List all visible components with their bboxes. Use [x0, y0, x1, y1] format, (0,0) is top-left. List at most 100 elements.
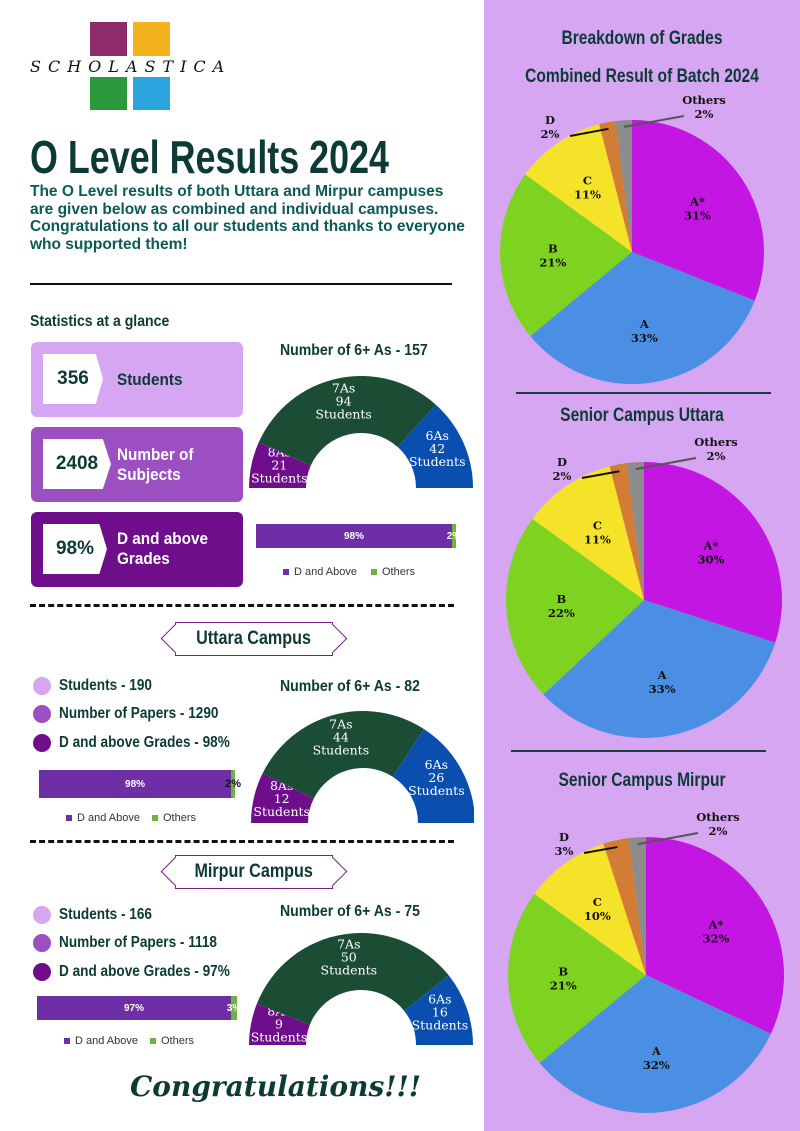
pie-value: 2% — [707, 449, 726, 463]
semi-label: 26 — [428, 770, 444, 785]
combined-6as-title: Number of 6+ As - 157 — [280, 342, 428, 359]
stat-label: Number of Subjects — [117, 445, 194, 484]
semi-label: 42 — [429, 441, 445, 456]
semi-segment-7as — [258, 375, 436, 466]
semi-label: 6As — [425, 757, 448, 772]
uttara-6as-title: Number of 6+ As - 82 — [280, 678, 420, 695]
bar-other-segment: 2% — [225, 770, 241, 798]
pie-label: A — [657, 668, 668, 682]
uttara-bullet-grades: D and above Grades - 98% — [33, 734, 260, 752]
pie-label: D — [559, 830, 569, 844]
stat-value: 98% — [43, 524, 107, 574]
dashed-divider — [30, 840, 454, 843]
mirpur-bullet-papers: Number of Papers - 1118 — [33, 934, 245, 952]
pie-slice-d — [599, 121, 632, 252]
semi-label: 16 — [432, 1005, 448, 1020]
legend-pass-swatch — [283, 569, 289, 575]
pie-label: B — [556, 592, 566, 606]
bar-other-segment: 3% — [227, 996, 241, 1020]
pie-value: 2% — [553, 469, 572, 483]
pie-value: 30% — [698, 552, 725, 566]
pie-slice-b — [500, 174, 632, 337]
pie-value: 33% — [649, 682, 676, 696]
pie-title-mirpur: Senior Campus Mirpur — [558, 770, 726, 791]
pie-label: A — [639, 317, 650, 331]
stat-label: D and above Grades — [117, 529, 208, 568]
semi-label: Students — [315, 406, 372, 421]
stat-label: Students — [117, 370, 183, 389]
semi-segment-8as — [249, 442, 311, 488]
stat-card-subjects: 2408 Number of Subjects — [31, 427, 243, 502]
semi-label: 94 — [336, 393, 352, 408]
pie-slice-astar — [644, 462, 782, 643]
semi-label: 50 — [341, 949, 357, 964]
pie-slice-a — [539, 975, 771, 1113]
mirpur-banner: Mirpur Campus — [175, 855, 333, 889]
combined-bar-legend: D and Above Others — [283, 566, 415, 578]
intro-text: The O Level results of both Uttara and M… — [30, 183, 465, 253]
mirpur-bullet-students: Students - 166 — [33, 906, 168, 924]
pie-value: 33% — [631, 331, 658, 345]
bar-pass-segment: 97% — [37, 996, 231, 1020]
pie-slice-b — [508, 893, 646, 1063]
breakdown-heading: Breakdown of Grades — [561, 28, 723, 49]
pie-label: Others — [696, 810, 740, 824]
semi-label: 12 — [274, 791, 290, 806]
legend-other-label: Others — [161, 1035, 195, 1047]
semi-label: 21 — [271, 458, 287, 473]
stat-value: 2408 — [43, 439, 111, 489]
congratulations-text: Congratulations!!! — [130, 1070, 422, 1103]
divider — [30, 283, 452, 285]
pie-value: 32% — [643, 1058, 670, 1072]
page-title: O Level Results 2024 — [30, 131, 389, 183]
semi-label: 9 — [275, 1016, 283, 1031]
pie-slice-d — [609, 463, 644, 600]
mirpur-6as-chart: 8As9Students7As50Students6As16Students — [249, 933, 473, 1045]
divider — [511, 750, 766, 752]
semi-segment-6as — [397, 404, 473, 488]
divider — [516, 392, 771, 394]
combined-grade-bar: 98% 2% — [256, 524, 461, 548]
pie-label: B — [548, 241, 558, 255]
semi-segment-8as — [251, 773, 314, 823]
legend-other-swatch — [371, 569, 377, 575]
bar-pass-segment: 98% — [39, 770, 232, 798]
pie-label: D — [557, 455, 567, 469]
semi-label: 6As — [428, 992, 451, 1007]
pie-value: 2% — [695, 107, 714, 121]
legend-pass-swatch — [66, 815, 72, 821]
legend-other-label: Others — [163, 812, 197, 824]
pie-leader-line — [569, 127, 609, 137]
semi-segment-6as — [404, 975, 473, 1045]
uttara-bar-legend: D and Above Others — [66, 812, 196, 824]
semi-label: Students — [251, 471, 308, 486]
semi-label: Students — [253, 804, 310, 819]
semi-segment-6as — [392, 728, 474, 823]
bar-other-segment: 2% — [447, 524, 461, 548]
pie-leader-line — [581, 470, 620, 479]
pie-value: 2% — [541, 127, 560, 141]
pie-slice-others — [615, 120, 632, 252]
legend-other-swatch — [152, 815, 158, 821]
pie-leader-line — [583, 846, 618, 854]
pie-value: 21% — [550, 979, 577, 993]
pie-value: 22% — [548, 606, 575, 620]
pie-slice-a — [530, 252, 755, 384]
legend-pass-swatch — [64, 1038, 70, 1044]
semi-label: Students — [321, 962, 378, 977]
semi-label: 7As — [337, 936, 360, 951]
legend-pass-label: D and Above — [77, 812, 140, 824]
stat-card-grades: 98% D and above Grades — [31, 512, 243, 587]
mirpur-6as-title: Number of 6+ As - 75 — [280, 903, 420, 920]
pie-value: 31% — [684, 208, 711, 222]
pie-slice-astar — [646, 837, 784, 1034]
pie-title-combined: Combined Result of Batch 2024 — [525, 66, 759, 87]
semi-label: Students — [313, 742, 370, 757]
pie-label: A* — [703, 538, 719, 552]
pie-leader-line — [637, 832, 699, 846]
semi-label: 7As — [329, 716, 352, 731]
pie-value: 32% — [702, 932, 729, 946]
